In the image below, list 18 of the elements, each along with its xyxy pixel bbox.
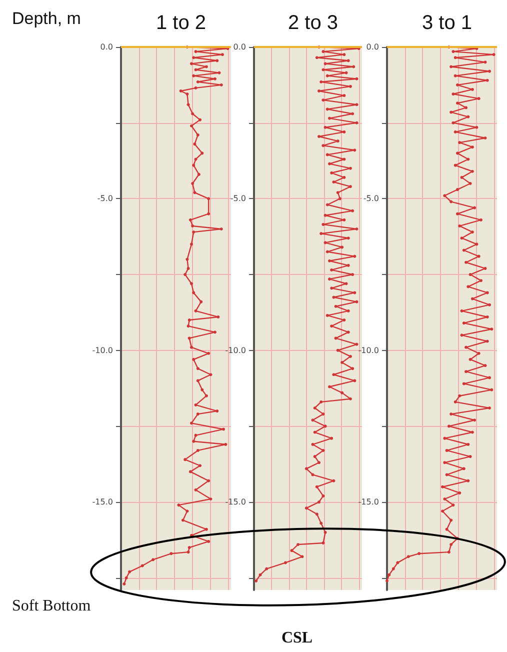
- y-tick-label: 0.0: [100, 42, 113, 52]
- y-tick-label: -10.0: [225, 346, 246, 355]
- y-tick-label: 0.0: [366, 42, 379, 52]
- text: CSL: [281, 630, 313, 646]
- y-tick-label: -15.0: [225, 498, 246, 507]
- chart-title: 3 to 1: [422, 12, 472, 34]
- chart-title: 1 to 2: [156, 12, 206, 34]
- y-tick-label: -10.0: [358, 346, 379, 355]
- y-tick-label: 0.0: [233, 42, 246, 52]
- y-axis-title: Depth, m: [12, 9, 81, 28]
- y-tick-label: -15.0: [358, 498, 379, 507]
- y-tick-label: -15.0: [92, 498, 113, 507]
- y-tick-label: -10.0: [92, 346, 113, 355]
- y-tick-label: -5.0: [97, 194, 113, 204]
- y-tick-label: -5.0: [230, 194, 246, 204]
- y-tick-label: -5.0: [363, 194, 379, 204]
- chart-title: 2 to 3: [288, 12, 338, 34]
- text: Soft Bottom: [12, 598, 92, 614]
